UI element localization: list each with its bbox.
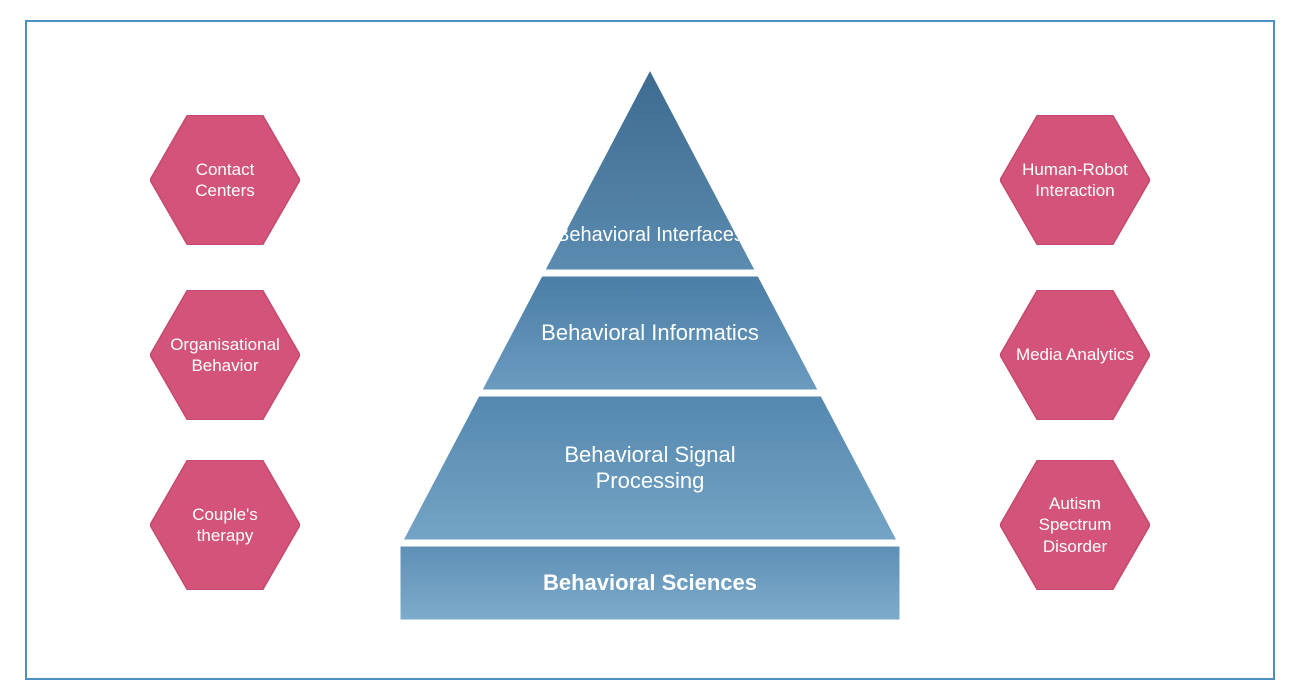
hex-label: Autism Spectrum Disorder <box>1000 493 1150 557</box>
hex-label: Media Analytics <box>1002 344 1148 365</box>
pyramid-layer-label: Behavioral Interfaces <box>556 224 744 247</box>
hex-left-1: Organisational Behavior <box>150 290 300 420</box>
hex-label: Couple's therapy <box>150 504 300 547</box>
pyramid-layer-label: Behavioral Sciences <box>543 570 757 596</box>
pyramid-layer-1: Behavioral Informatics <box>400 276 900 390</box>
pyramid-layer-3: Behavioral Sciences <box>400 546 900 620</box>
pyramid-layer-0: Behavioral Interfaces <box>400 70 900 270</box>
pyramid-layer-2: Behavioral Signal Processing <box>400 396 900 540</box>
hex-label: Contact Centers <box>150 159 300 202</box>
hex-left-2: Couple's therapy <box>150 460 300 590</box>
hex-right-0: Human-Robot Interaction <box>1000 115 1150 245</box>
pyramid-layer-label: Behavioral Informatics <box>541 320 759 346</box>
pyramid: Behavioral Interfaces Behavioral Informa… <box>400 70 900 620</box>
hex-label: Human-Robot Interaction <box>1000 159 1150 202</box>
hex-right-1: Media Analytics <box>1000 290 1150 420</box>
hex-right-2: Autism Spectrum Disorder <box>1000 460 1150 590</box>
hex-left-0: Contact Centers <box>150 115 300 245</box>
hex-label: Organisational Behavior <box>150 334 300 377</box>
pyramid-layer-label: Behavioral Signal Processing <box>520 442 780 494</box>
